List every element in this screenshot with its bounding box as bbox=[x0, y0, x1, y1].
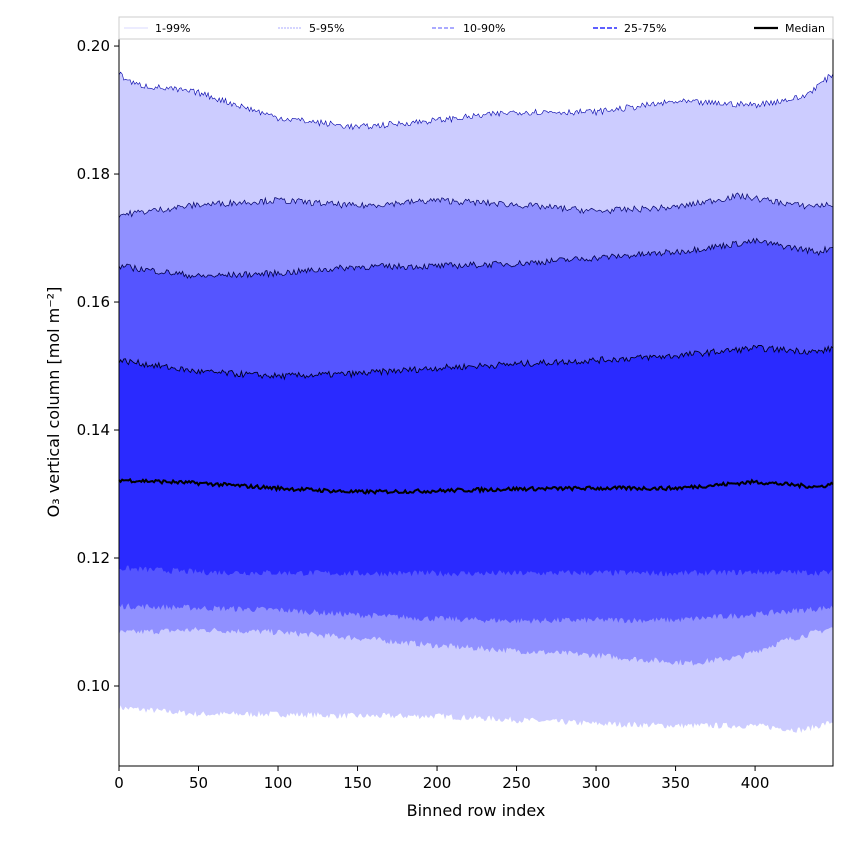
x-tick-label: 300 bbox=[582, 774, 611, 792]
x-tick-label: 350 bbox=[661, 774, 690, 792]
y-tick-label: 0.10 bbox=[77, 677, 110, 695]
x-tick-label: 250 bbox=[502, 774, 531, 792]
p95-line bbox=[118, 192, 834, 219]
p75-line bbox=[118, 344, 834, 381]
x-tick-label: 150 bbox=[343, 774, 372, 792]
x-tick-label: 0 bbox=[114, 774, 124, 792]
lines-layer bbox=[118, 71, 834, 495]
legend: 1-99% 5-95% 10-90% 25-75% Median bbox=[118, 16, 834, 40]
median-line bbox=[118, 477, 834, 495]
y-tick-label: 0.14 bbox=[77, 421, 110, 439]
legend-label: 10-90% bbox=[463, 22, 505, 35]
y-tick-label: 0.16 bbox=[77, 293, 110, 311]
x-tick-label: 200 bbox=[423, 774, 452, 792]
p99-line bbox=[118, 71, 834, 131]
p90-line bbox=[118, 237, 834, 280]
y-axis: 0.10 0.12 0.14 0.16 0.18 0.20 bbox=[77, 37, 119, 695]
legend-box bbox=[118, 16, 834, 40]
y-tick-label: 0.18 bbox=[77, 165, 110, 183]
y-tick-label: 0.20 bbox=[77, 37, 110, 55]
y-tick-label: 0.12 bbox=[77, 549, 110, 567]
legend-label: Median bbox=[785, 22, 825, 35]
legend-label: 1-99% bbox=[155, 22, 190, 35]
legend-label: 25-75% bbox=[624, 22, 666, 35]
y-axis-label: O₃ vertical column [mol m⁻²] bbox=[44, 287, 63, 518]
x-axis-label: Binned row index bbox=[407, 801, 546, 820]
x-tick-label: 400 bbox=[741, 774, 770, 792]
x-tick-label: 50 bbox=[189, 774, 208, 792]
band-25-75% bbox=[119, 345, 833, 577]
x-axis: 0 50 100 150 200 250 300 350 400 bbox=[114, 766, 769, 792]
x-tick-label: 100 bbox=[264, 774, 293, 792]
bands-layer bbox=[119, 72, 833, 733]
legend-label: 5-95% bbox=[309, 22, 344, 35]
